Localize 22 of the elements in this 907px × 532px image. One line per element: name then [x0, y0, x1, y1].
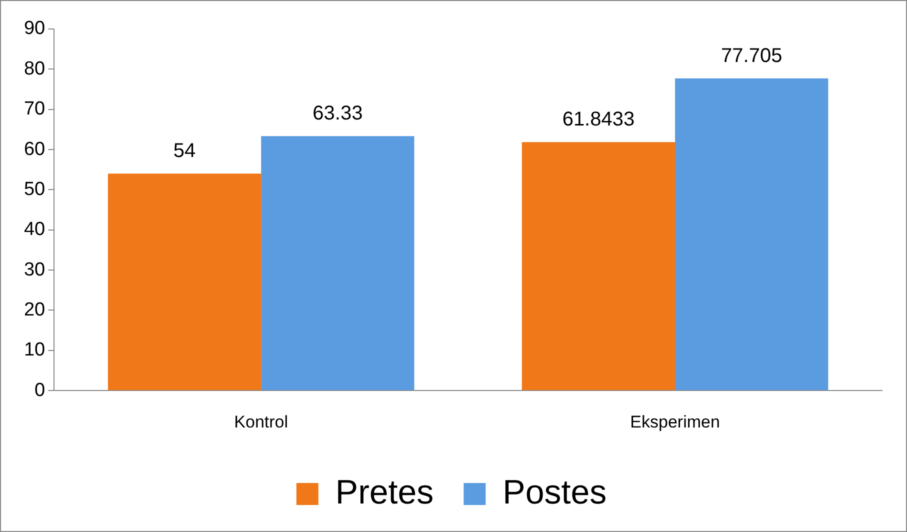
legend-label: Pretes	[335, 473, 434, 512]
bar	[108, 174, 262, 390]
y-tick-label: 0	[34, 380, 46, 401]
y-tick-label: 50	[24, 178, 46, 200]
y-tick-label: 80	[24, 58, 46, 80]
data-label: 77.705	[721, 44, 782, 67]
data-label: 61.8433	[562, 108, 635, 131]
legend-label: Postes	[502, 473, 607, 512]
y-tick-label: 20	[24, 299, 46, 320]
data-label: 63.33	[312, 102, 363, 125]
bar	[261, 136, 414, 390]
bar	[522, 142, 676, 390]
bar	[675, 78, 828, 390]
y-tick-label: 30	[24, 259, 46, 280]
y-tick-label: 70	[24, 98, 46, 120]
x-tick-label: Eksperimen	[630, 412, 720, 432]
data-label: 54	[173, 140, 196, 162]
y-tick-label: 90	[24, 18, 46, 40]
y-tick-label: 40	[24, 219, 46, 240]
y-tick-label: 60	[24, 138, 46, 160]
x-tick-label: Kontrol	[234, 412, 288, 432]
y-tick-label: 10	[24, 340, 46, 361]
